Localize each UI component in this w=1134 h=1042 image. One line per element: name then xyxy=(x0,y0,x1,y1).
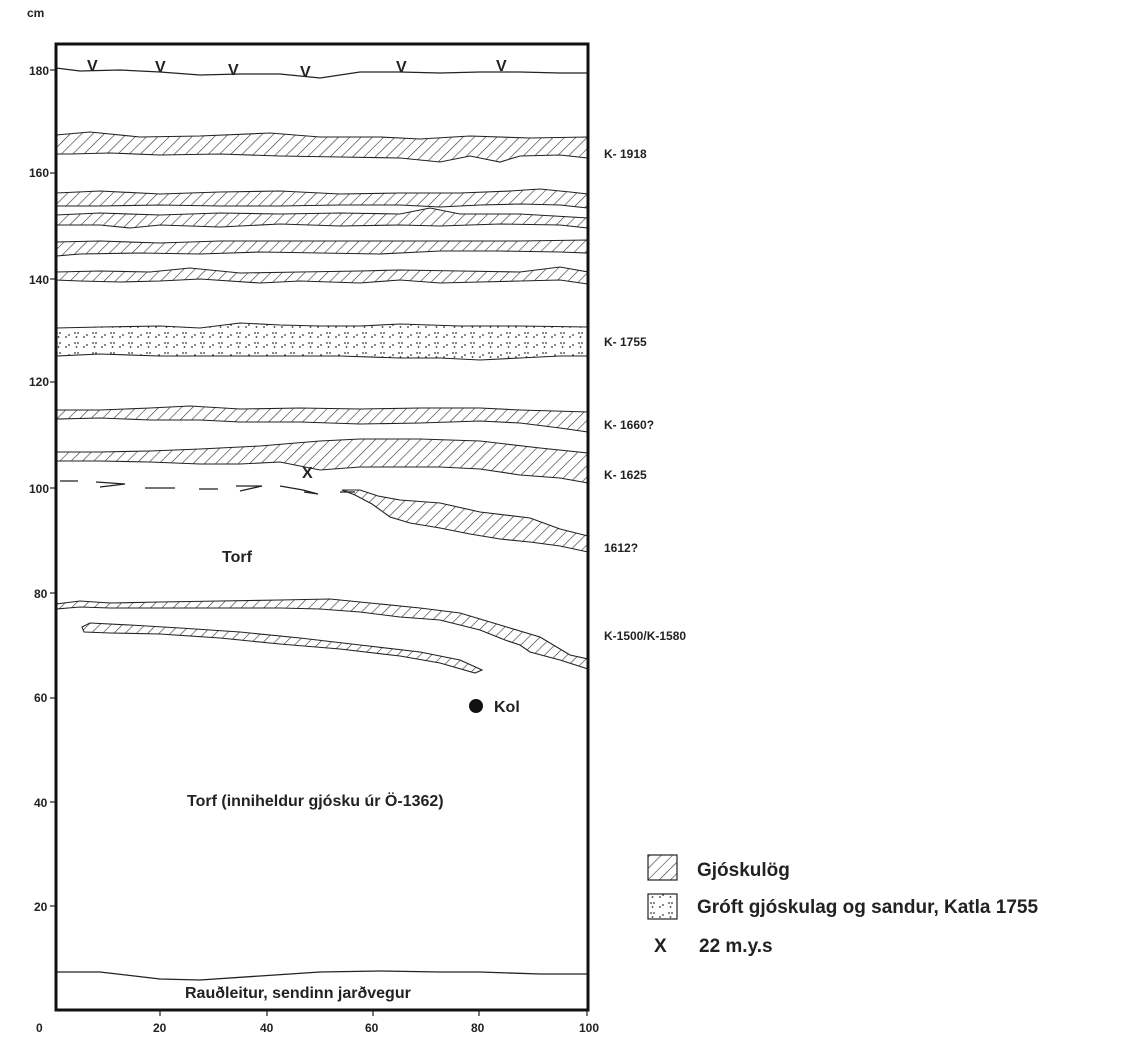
legend-dotted-label: Gróft gjóskulag og sandur, Katla 1755 xyxy=(697,897,1038,918)
bottom-soil-label: Rauðleitur, sendinn jarðvegur xyxy=(185,985,411,1002)
layer-label-k1755: K- 1755 xyxy=(604,335,647,349)
vegetation-mark: V xyxy=(155,59,166,76)
tephra-layer-k1580 xyxy=(81,622,484,674)
y-axis-unit: cm xyxy=(27,6,44,20)
tephra-layer-2 xyxy=(55,207,589,229)
legend-hatched-swatch xyxy=(647,854,678,881)
y-tick-marks xyxy=(50,69,56,907)
y-tick-label: 140 xyxy=(29,273,49,287)
tephra-layer-k1660 xyxy=(55,405,589,433)
tephra-layer-k1625 xyxy=(55,438,589,484)
vegetation-mark: V xyxy=(396,59,407,76)
coarse-tephra-layer-k1755 xyxy=(55,322,589,361)
legend-hatched-label: Gjóskulög xyxy=(697,860,790,881)
charcoal-dot xyxy=(469,699,483,713)
tephra-layer-4 xyxy=(55,266,589,285)
surface-line xyxy=(55,67,588,79)
layer-label-k1625: K- 1625 xyxy=(604,468,647,482)
y-tick-label: 160 xyxy=(29,166,49,180)
layer-label-k1500-k1580: K-1500/K-1580 xyxy=(604,629,686,643)
x-tick-label: 20 xyxy=(153,1021,167,1035)
layer-label-k1660: K- 1660? xyxy=(604,418,654,432)
sample-x-mark: X xyxy=(302,465,313,482)
x-tick-label: 40 xyxy=(260,1021,274,1035)
y-tick-label: 180 xyxy=(29,64,49,78)
legend: Gjóskulög Gróft gjóskulag og sandur, Kat… xyxy=(647,854,1038,957)
legend-x-symbol: X xyxy=(654,936,667,957)
soil-boundary-line xyxy=(56,970,588,981)
vegetation-mark: V xyxy=(87,58,98,75)
y-tick-label: 80 xyxy=(34,587,48,601)
tephra-layer-k1918 xyxy=(55,131,589,163)
y-tick-label: 120 xyxy=(29,375,49,389)
y-tick-label: 20 xyxy=(34,900,48,914)
kol-label: Kol xyxy=(494,699,520,716)
tephra-layer-1612 xyxy=(341,489,589,553)
y-tick-label: 100 xyxy=(29,482,49,496)
legend-x-label: 22 m.y.s xyxy=(699,936,773,957)
legend-dotted-swatch xyxy=(647,893,678,920)
x-tick-label: 60 xyxy=(365,1021,379,1035)
tephra-layer-k1500 xyxy=(55,598,589,670)
y-tick-label: 40 xyxy=(34,796,48,810)
vegetation-mark: V xyxy=(496,58,507,75)
torf-label: Torf xyxy=(222,549,253,566)
tephra-layer-3 xyxy=(55,239,589,257)
layer-label-k1918: K- 1918 xyxy=(604,147,647,161)
layer-label-1612: 1612? xyxy=(604,541,638,555)
x-tick-label: 0 xyxy=(36,1021,43,1035)
tephra-layer-1 xyxy=(55,188,589,209)
x-tick-label: 80 xyxy=(471,1021,485,1035)
discontinuous-layer-fragments xyxy=(60,480,355,495)
x-tick-label: 100 xyxy=(579,1021,599,1035)
vegetation-mark: V xyxy=(228,62,239,79)
y-tick-label: 60 xyxy=(34,691,48,705)
torf-lower-label: Torf (inniheldur gjósku úr Ö-1362) xyxy=(187,791,444,810)
tephra-layers xyxy=(55,131,589,674)
vegetation-mark: V xyxy=(300,64,311,81)
profile-frame xyxy=(54,42,590,1012)
